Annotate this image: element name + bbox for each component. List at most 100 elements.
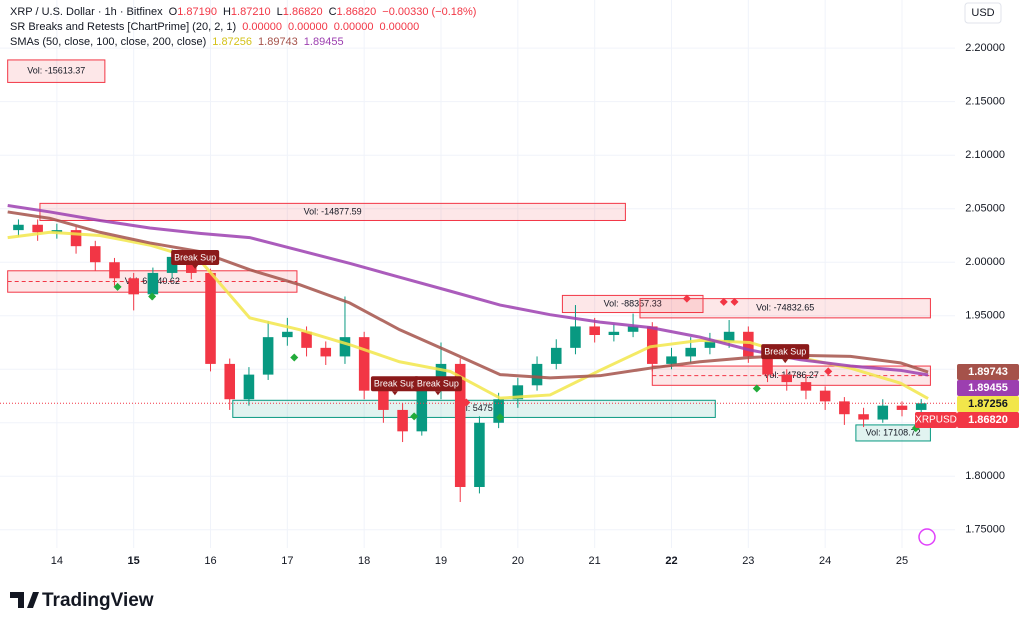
price-axis [955,0,1024,626]
symbol-tag [915,412,957,429]
y-tick-label: 1.80000 [965,470,1005,482]
legend-text: O [169,6,178,18]
candle-body [915,403,927,410]
candle-body [339,337,351,357]
annotation-pointer [782,359,789,364]
candle-body [205,272,216,364]
candle-body [704,341,716,348]
candle-body [550,347,562,364]
price-label-box [957,380,1019,397]
legend-text: H [223,6,231,18]
candle-body [70,230,82,247]
candle-body [128,278,139,295]
y-tick-label: 2.15000 [965,96,1005,108]
legend-text: 1.86820 [283,6,323,18]
annotation-box [761,344,810,360]
candle-body [570,326,581,348]
candle-body [858,414,869,420]
x-tick-label: 20 [512,555,524,567]
candle-body [397,409,408,432]
legend-text: 1.87190 [177,6,217,18]
legend-line: XRP / U.S. Dollar · 1h · Bitfinex O1.8719… [10,6,476,18]
candle-body [608,331,620,336]
x-tick-label: 15 [128,555,140,567]
y-tick-label: 1.75000 [965,524,1005,536]
legend-text: SR Breaks and Retests [ChartPrime] (20, … [10,21,236,33]
logo-icon [10,592,39,608]
candle-body [589,326,600,336]
candle-body [531,363,543,386]
candle-body [800,382,812,391]
legend-text: 1.87256 [212,36,252,48]
candle-body [358,337,370,391]
signal-marker [496,413,505,422]
candle-body [454,363,466,487]
signal-marker [462,398,471,407]
x-tick-label: 25 [896,555,908,567]
signal-marker [730,297,739,306]
annotation-pointer [434,391,441,396]
y-tick-label: 2.20000 [965,42,1005,54]
zone [855,424,931,442]
candle-body [320,347,332,357]
y-tick-label: 2.00000 [965,256,1005,268]
currency-box [964,2,1002,24]
zone [639,298,931,319]
legend-text: 0.00000 [380,21,420,33]
candle-body [781,374,793,383]
candle-body [877,405,889,420]
annotation-label: Break Sup [174,252,216,262]
annotation-label: Break Sup [764,347,806,357]
zone-label: Vol: -74832.65 [756,303,814,313]
candle-body [51,230,63,233]
legend-text: 0.00000 [242,21,282,33]
x-tick-label: 18 [358,555,370,567]
candle-body [301,331,312,348]
candle-body [243,374,255,400]
candle-body [262,337,274,375]
price-label: 1.86820 [968,414,1008,426]
legend-text: 0.00000 [288,21,328,33]
annotation-box [171,249,220,265]
signal-marker [682,294,691,303]
candle-body [743,331,754,357]
x-tick-label: 17 [281,555,293,567]
legend-text: 1.89455 [304,36,344,48]
legend-header: XRP / U.S. Dollar · 1h · Bitfinex O1.8719… [10,6,476,48]
symbol-tag-label: XRPUSD [915,415,957,426]
currency: USD [971,7,994,19]
signal-marker [719,297,728,306]
candle-body [282,331,293,338]
icon [918,528,936,546]
signal-marker [290,353,299,362]
candle-body [224,363,236,400]
annotation-box [413,376,462,392]
candle-body [819,390,831,402]
signal-marker [410,412,419,421]
price-label-box [957,412,1019,429]
legend-text: XRP / U.S. Dollar · 1h · Bitfinex [10,6,163,18]
candle-body [666,356,677,364]
candle-body [762,356,773,375]
candle-body [685,347,696,357]
legend-line: SR Breaks and Retests [ChartPrime] (20, … [10,21,419,33]
annotation-pointer [391,391,398,396]
zone-label: Vol: -14877.59 [304,206,362,216]
signal-marker [824,367,833,376]
y-tick-label: 2.10000 [965,149,1005,161]
candle-body [32,224,43,233]
zone [561,294,704,314]
x-tick-label: 24 [819,555,831,567]
price-label: 1.89743 [968,366,1008,378]
candle-body [723,331,735,342]
zone-label: Vol: 17108.72 [866,427,921,437]
logo: TradingView [42,590,154,611]
zone-label: Vol: -15613.37 [27,66,85,76]
y-tick-label: 2.05000 [965,203,1005,215]
candle-body [896,405,908,410]
legend-text: −0.00330 (−0.18%) [382,6,476,18]
legend-line: SMAs (50, close, 100, close, 200, close)… [10,36,344,48]
candle-body [378,390,389,410]
candle-body [89,246,101,263]
